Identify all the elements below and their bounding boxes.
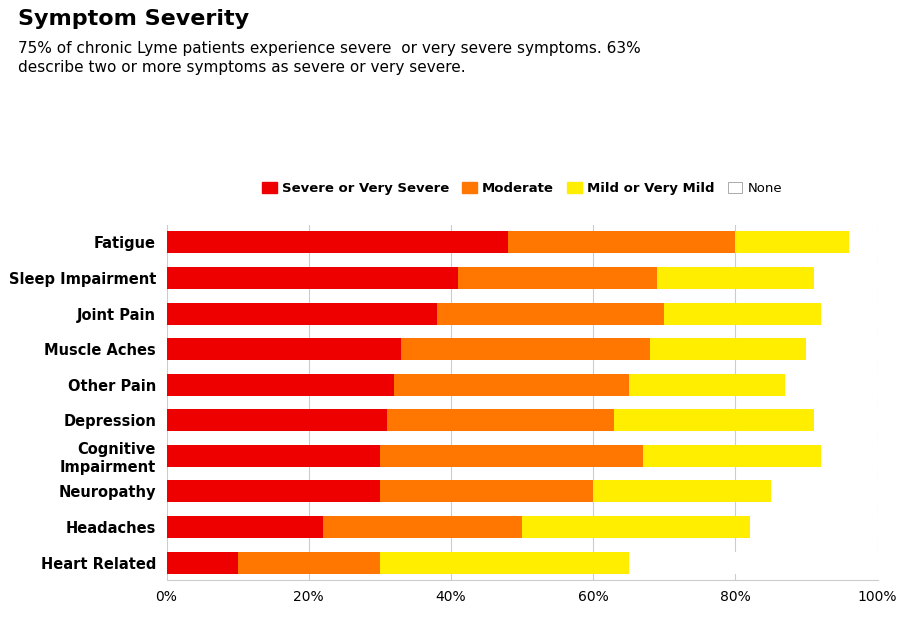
Bar — [735, 232, 849, 253]
Bar — [508, 232, 735, 253]
Bar — [401, 338, 650, 360]
Bar — [166, 303, 436, 324]
Bar — [750, 516, 878, 538]
Bar — [436, 303, 664, 324]
Bar — [166, 516, 323, 538]
Bar — [806, 338, 878, 360]
Bar — [771, 480, 878, 502]
Bar — [814, 267, 878, 289]
Bar — [593, 480, 771, 502]
Bar — [323, 516, 522, 538]
Bar — [643, 445, 821, 467]
Text: Symptom Severity: Symptom Severity — [18, 9, 249, 29]
Bar — [387, 409, 615, 431]
Bar — [166, 338, 401, 360]
Bar — [615, 409, 814, 431]
Bar — [522, 516, 750, 538]
Bar — [166, 267, 458, 289]
Bar — [394, 374, 629, 396]
Bar — [166, 374, 394, 396]
Legend: Severe or Very Severe, Moderate, Mild or Very Mild, None: Severe or Very Severe, Moderate, Mild or… — [262, 182, 782, 195]
Bar — [458, 267, 657, 289]
Text: 75% of chronic Lyme patients experience severe  or very severe symptoms. 63%
des: 75% of chronic Lyme patients experience … — [18, 41, 641, 75]
Bar — [629, 374, 785, 396]
Bar — [821, 303, 878, 324]
Bar — [650, 338, 806, 360]
Bar — [166, 445, 380, 467]
Bar — [849, 232, 878, 253]
Bar — [785, 374, 878, 396]
Bar — [166, 409, 387, 431]
Bar — [380, 480, 593, 502]
Bar — [821, 445, 878, 467]
Bar — [664, 303, 821, 324]
Bar — [380, 552, 629, 573]
Bar — [657, 267, 814, 289]
Bar — [814, 409, 878, 431]
Bar — [380, 445, 643, 467]
Bar — [166, 552, 238, 573]
Bar — [166, 480, 380, 502]
Bar — [166, 232, 508, 253]
Bar — [238, 552, 380, 573]
Bar — [629, 552, 878, 573]
